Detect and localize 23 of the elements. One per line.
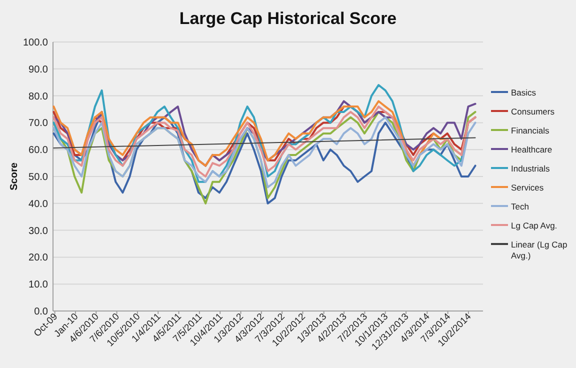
y-tick-label: 40.0: [28, 198, 48, 210]
legend-label: Consumers: [511, 106, 554, 116]
y-axis-title: Score: [9, 162, 20, 190]
legend-label: Services: [511, 182, 544, 192]
y-tick-label: 70.0: [28, 118, 48, 130]
y-tick-label: 60.0: [28, 145, 48, 156]
line-series: [52, 116, 476, 188]
legend-label: Financials: [511, 126, 550, 136]
y-tick-label: 20.0: [28, 252, 48, 264]
y-tick-label: 30.0: [28, 226, 48, 237]
legend-label: Linear (Lg Cap Avg.): [511, 240, 568, 260]
chart-title: Large Cap Historical Score: [179, 9, 397, 28]
legend-label: Basics: [511, 88, 536, 98]
y-tick-label: 100.0: [22, 38, 48, 48]
y-tick-label: 50.0: [28, 172, 48, 183]
legend-label: Healthcare: [511, 144, 552, 154]
legend-label: Industrials: [511, 164, 550, 174]
y-tick-label: 80.0: [28, 91, 48, 102]
y-tick-label: 90.0: [28, 64, 48, 76]
y-tick-label: 10.0: [28, 280, 48, 291]
legend-label: Lg Cap Avg.: [511, 220, 558, 230]
legend-label: Tech: [511, 202, 530, 212]
y-tick-label: 0.0: [34, 306, 48, 318]
